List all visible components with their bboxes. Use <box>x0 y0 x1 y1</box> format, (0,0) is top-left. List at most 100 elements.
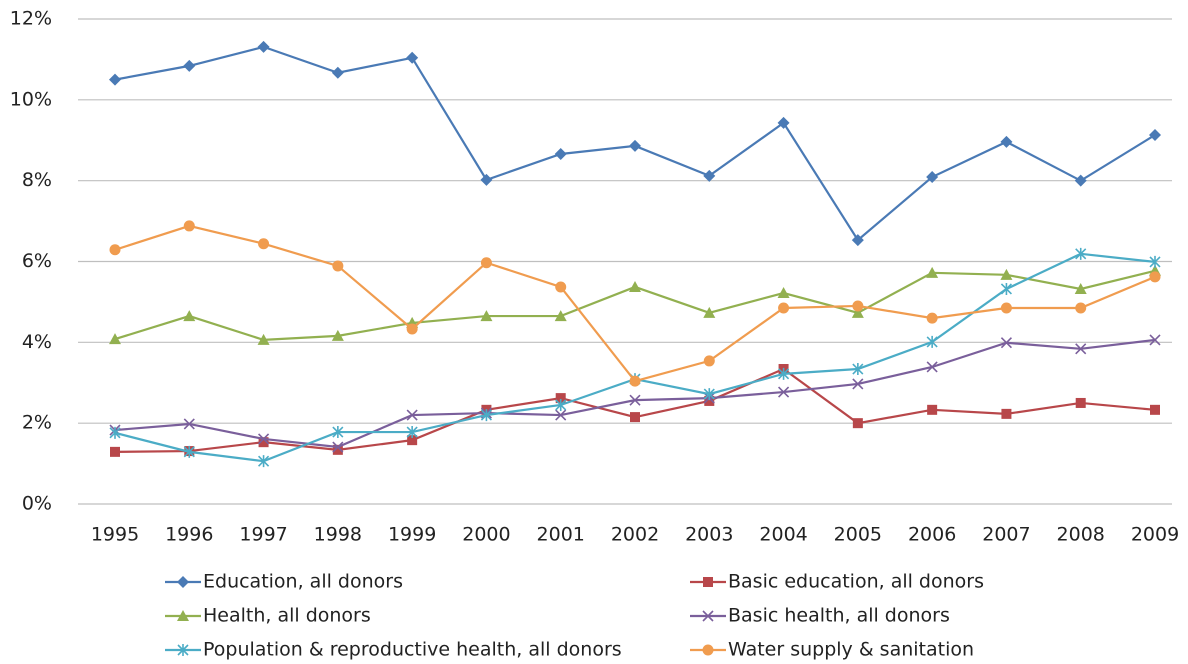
x-tick-label: 2005 <box>834 524 882 546</box>
marker <box>702 610 714 622</box>
y-tick-label: 8% <box>22 169 52 191</box>
marker <box>555 409 567 421</box>
marker <box>332 441 344 453</box>
x-tick-label: 2000 <box>462 524 510 546</box>
marker <box>177 610 189 621</box>
x-tick-label: 2009 <box>1131 524 1179 546</box>
marker <box>1001 408 1012 419</box>
marker <box>177 576 189 588</box>
line <box>114 338 1156 449</box>
legend-label: Basic education, all donors <box>728 571 984 593</box>
marker <box>257 333 270 345</box>
marker <box>183 445 195 458</box>
marker <box>1075 247 1087 260</box>
marker <box>258 238 270 250</box>
marker <box>703 355 715 367</box>
marker <box>1149 271 1161 283</box>
marker <box>183 310 196 322</box>
marker <box>554 310 567 322</box>
marker <box>406 426 418 439</box>
x-tick-label: 2003 <box>685 524 733 546</box>
marker <box>777 116 790 129</box>
series <box>109 220 1161 387</box>
marker <box>630 412 640 423</box>
y-tick-label: 6% <box>22 250 52 272</box>
marker <box>109 333 121 345</box>
marker <box>406 323 418 335</box>
x-tick-label: 2006 <box>908 524 956 546</box>
line <box>114 224 1156 383</box>
marker <box>703 577 713 587</box>
marker <box>778 386 790 398</box>
marker <box>926 361 938 373</box>
legend-label: Health, all donors <box>203 605 371 627</box>
marker <box>926 335 938 348</box>
marker <box>1000 135 1013 148</box>
marker <box>1000 302 1012 314</box>
marker <box>331 66 344 79</box>
marker <box>183 220 195 232</box>
marker <box>1150 404 1160 415</box>
legend-label: Basic health, all donors <box>728 605 950 627</box>
x-tick-label: 2007 <box>982 524 1030 546</box>
marker <box>1149 128 1161 141</box>
marker <box>926 266 939 278</box>
y-tick-label: 2% <box>22 412 52 434</box>
y-tick-label: 4% <box>22 331 52 353</box>
marker <box>331 329 344 341</box>
marker <box>258 437 269 448</box>
x-tick-label: 2001 <box>537 524 585 546</box>
marker <box>704 395 715 406</box>
x-tick-label: 1995 <box>91 524 139 546</box>
marker <box>332 426 344 439</box>
x-tick-label: 2008 <box>1057 524 1105 546</box>
marker <box>407 435 418 446</box>
marker <box>480 409 492 422</box>
marker <box>555 393 566 404</box>
marker <box>703 388 715 401</box>
marker <box>1149 255 1161 268</box>
marker <box>406 51 419 64</box>
marker <box>851 234 864 247</box>
marker <box>851 306 864 318</box>
marker <box>778 367 790 380</box>
marker <box>1074 282 1087 294</box>
marker <box>109 244 121 256</box>
marker <box>1000 282 1012 295</box>
marker <box>555 281 567 293</box>
marker <box>926 171 939 184</box>
marker <box>629 139 641 152</box>
marker <box>110 446 120 457</box>
marker <box>183 59 196 72</box>
x-tick-label: 1999 <box>388 524 436 546</box>
marker <box>852 418 863 429</box>
x-tick-label: 2004 <box>759 524 807 546</box>
marker <box>1075 343 1087 355</box>
marker <box>109 73 121 86</box>
marker <box>480 310 493 322</box>
marker <box>258 455 270 468</box>
marker <box>1075 397 1086 408</box>
legend-label: Population & reproductive health, all do… <box>203 639 622 661</box>
marker <box>332 260 344 272</box>
series <box>109 334 1161 453</box>
series <box>109 40 1161 247</box>
x-tick-label: 2002 <box>611 524 659 546</box>
marker <box>554 147 567 160</box>
marker <box>257 40 270 53</box>
marker <box>777 287 790 299</box>
marker <box>1000 268 1013 280</box>
legend-label: Water supply & sanitation <box>728 639 974 661</box>
marker <box>926 312 938 324</box>
marker <box>480 173 493 186</box>
marker <box>629 375 641 387</box>
marker <box>703 169 716 182</box>
marker <box>927 404 938 415</box>
marker <box>702 644 714 656</box>
series <box>110 364 1160 457</box>
x-tick-label: 1998 <box>314 524 362 546</box>
marker <box>1000 337 1012 349</box>
marker <box>1074 174 1087 187</box>
series <box>109 264 1161 345</box>
marker <box>406 409 418 421</box>
